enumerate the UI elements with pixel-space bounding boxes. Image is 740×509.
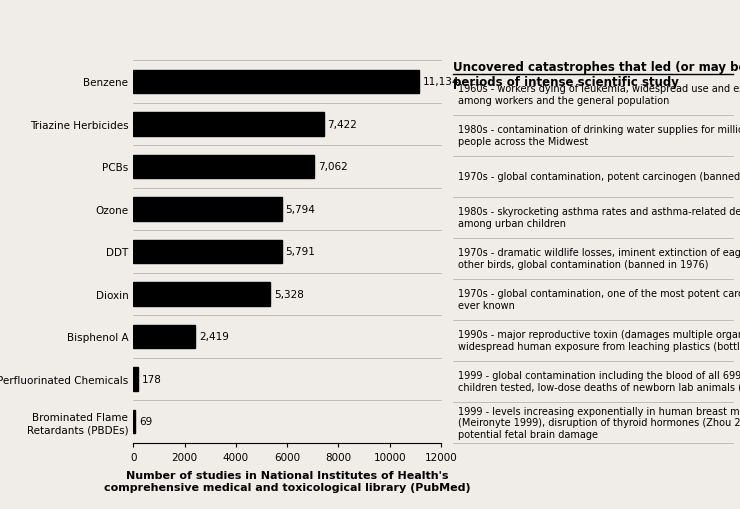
Text: 5,328: 5,328 [274, 290, 303, 299]
Text: 1999 - levels increasing exponentially in human breast milk
(Meironyte 1999), di: 1999 - levels increasing exponentially i… [458, 406, 740, 439]
Bar [133, 198, 282, 221]
X-axis label: Number of studies in National Institutes of Health's
comprehensive medical and t: Number of studies in National Institutes… [104, 470, 471, 492]
Bar [133, 282, 270, 306]
Text: 178: 178 [141, 374, 161, 384]
Text: 7,422: 7,422 [327, 120, 357, 130]
Bar [133, 367, 138, 391]
Text: 1970s - global contamination, one of the most potent carcinogens
ever known: 1970s - global contamination, one of the… [458, 289, 740, 310]
Bar [133, 71, 419, 94]
Text: 1980s - contamination of drinking water supplies for millions of
people across t: 1980s - contamination of drinking water … [458, 125, 740, 147]
Text: 5,791: 5,791 [286, 247, 315, 257]
Text: 1970s - global contamination, potent carcinogen (banned in 1976): 1970s - global contamination, potent car… [458, 172, 740, 182]
Bar [133, 325, 195, 349]
Bar [133, 155, 314, 179]
Text: 1970s - dramatic wildlife losses, iminent extinction of eagles and
other birds, : 1970s - dramatic wildlife losses, iminen… [458, 248, 740, 269]
Bar [133, 410, 135, 433]
Text: 7,062: 7,062 [318, 162, 348, 172]
Text: Uncovered catastrophes that led (or may be leading) to
periods of intense scient: Uncovered catastrophes that led (or may … [453, 61, 740, 89]
Text: 1990s - major reproductive toxin (damages multiple organs) and
widespread human : 1990s - major reproductive toxin (damage… [458, 330, 740, 351]
Text: 1999 - global contamination including the blood of all 699 US
children tested, l: 1999 - global contamination including th… [458, 371, 740, 392]
Text: 1980s - skyrocketing asthma rates and asthma-related deaths
among urban children: 1980s - skyrocketing asthma rates and as… [458, 207, 740, 229]
Text: 1960s - workers dying of leukemia, widespread use and exposure
among workers and: 1960s - workers dying of leukemia, wides… [458, 84, 740, 106]
Text: 5,794: 5,794 [286, 205, 315, 214]
Bar [133, 240, 282, 264]
Bar [133, 113, 323, 136]
Text: 69: 69 [139, 417, 152, 427]
Text: 11,134: 11,134 [423, 77, 459, 87]
Text: 2,419: 2,419 [199, 332, 229, 342]
